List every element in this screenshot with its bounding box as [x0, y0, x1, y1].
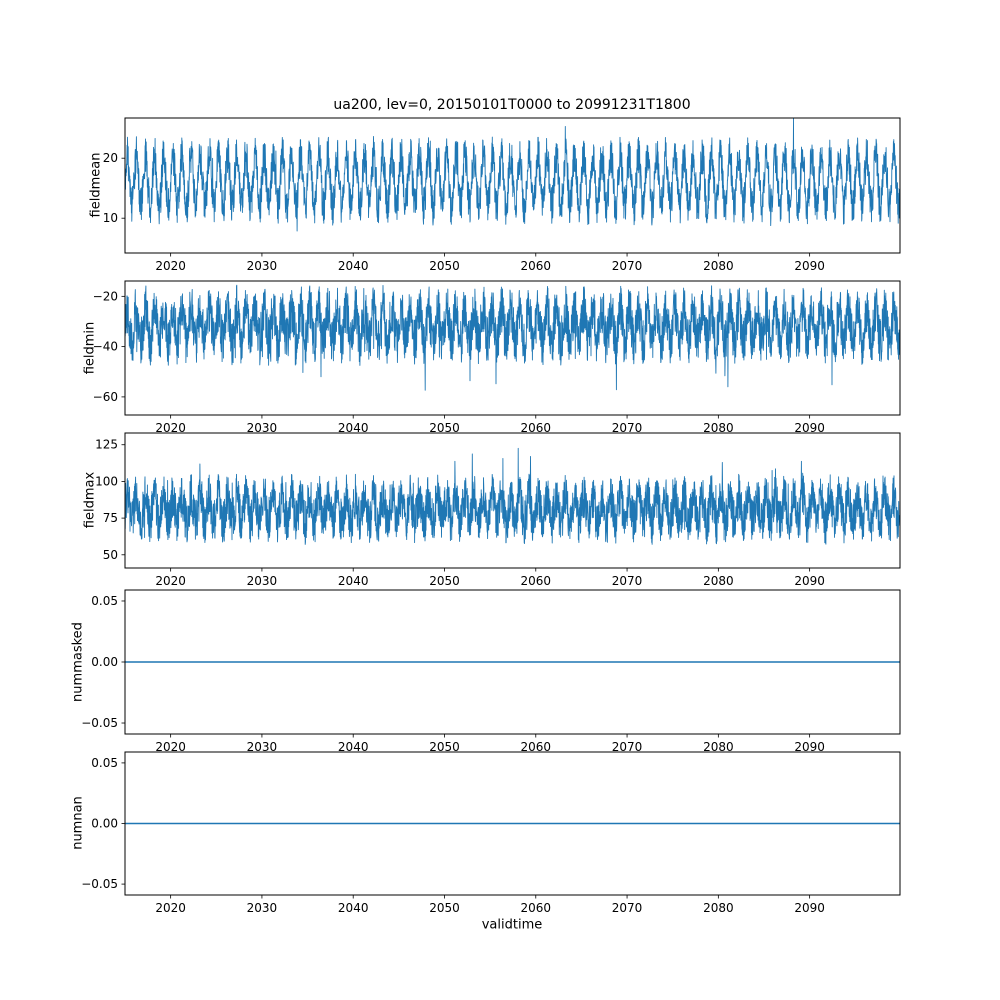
x-tick-label: 2070 [612, 421, 643, 435]
x-tick-label: 2090 [794, 259, 825, 273]
y-tick-label: 0.00 [91, 817, 118, 831]
ylabel-fieldmean: fieldmean [88, 152, 104, 218]
x-tick-label: 2060 [521, 259, 552, 273]
x-tick-label: 2050 [429, 740, 460, 754]
x-tick-label: 2040 [338, 901, 369, 915]
x-tick-label: 2080 [703, 259, 734, 273]
x-tick-label: 2060 [521, 574, 552, 588]
x-tick-label: 2070 [612, 259, 643, 273]
xlabel-validtime: validtime [481, 917, 543, 933]
y-tick-label: 75 [103, 511, 118, 525]
x-tick-label: 2090 [794, 740, 825, 754]
x-tick-label: 2080 [703, 421, 734, 435]
ylabel-nummasked: nummasked [70, 622, 86, 702]
x-tick-label: 2090 [794, 901, 825, 915]
x-tick-label: 2090 [794, 421, 825, 435]
y-tick-label: −40 [93, 340, 118, 354]
x-tick-label: 2090 [794, 574, 825, 588]
x-tick-label: 2040 [338, 574, 369, 588]
x-tick-label: 2040 [338, 740, 369, 754]
x-tick-label: 2050 [429, 574, 460, 588]
y-tick-label: −20 [93, 289, 118, 303]
x-tick-label: 2030 [247, 901, 278, 915]
y-tick-label: 20 [103, 151, 118, 165]
x-tick-label: 2030 [247, 574, 278, 588]
ylabel-numnan: numnan [70, 796, 86, 850]
y-tick-label: 125 [95, 438, 118, 452]
subplot-nummasked: 2020 2030 2040 2050 2060 2070 2080 2090 −0.05 0.0… [81, 589, 901, 754]
x-tick-label: 2070 [612, 901, 643, 915]
series-fieldmean [125, 118, 900, 232]
ylabel-fieldmax: fieldmax [82, 471, 98, 529]
subplot-fieldmean: 2020 2030 2040 2050 2060 2070 2080 2090 10 20 [103, 117, 901, 273]
x-tick-label: 2020 [155, 740, 186, 754]
y-tick-label: −0.05 [81, 877, 118, 891]
x-tick-label: 2080 [703, 740, 734, 754]
x-tick-label: 2030 [247, 740, 278, 754]
ylabel-fieldmin: fieldmin [82, 321, 98, 375]
x-tick-label: 2070 [612, 574, 643, 588]
y-tick-label: −0.05 [81, 716, 118, 730]
x-tick-label: 2020 [155, 574, 186, 588]
x-tick-label: 2030 [247, 259, 278, 273]
x-tick-label: 2020 [155, 259, 186, 273]
x-tick-label: 2080 [703, 901, 734, 915]
x-tick-label: 2050 [429, 421, 460, 435]
axes-frame [124, 432, 901, 569]
x-tick-label: 2080 [703, 574, 734, 588]
subplot-numnan: 2020 2030 2040 2050 2060 2070 2080 2090 −0.05 0.0… [81, 751, 901, 915]
y-tick-label: −60 [93, 390, 118, 404]
x-tick-label: 2020 [155, 421, 186, 435]
axes-frame [124, 117, 901, 254]
y-tick-label: 0.00 [91, 655, 118, 669]
y-tick-label: 0.05 [91, 594, 118, 608]
y-tick-label: 100 [95, 474, 118, 488]
series-fieldmin [125, 284, 900, 391]
x-tick-label: 2050 [429, 901, 460, 915]
x-tick-label: 2040 [338, 421, 369, 435]
x-tick-label: 2050 [429, 259, 460, 273]
y-tick-label: 0.05 [91, 756, 118, 770]
chart-title: ua200, lev=0, 20150101T0000 to 20991231T… [333, 97, 691, 113]
subplot-fieldmin: 2020 2030 2040 2050 2060 2070 2080 2090 −60 −40 −2… [93, 280, 901, 435]
x-tick-label: 2060 [521, 901, 552, 915]
y-tick-label: 50 [103, 548, 118, 562]
x-tick-label: 2060 [521, 421, 552, 435]
series-fieldmax [125, 447, 900, 545]
x-tick-label: 2020 [155, 901, 186, 915]
x-tick-label: 2040 [338, 259, 369, 273]
y-tick-label: 10 [103, 211, 118, 225]
axes-frame [124, 280, 901, 416]
x-tick-label: 2030 [247, 421, 278, 435]
x-tick-label: 2070 [612, 740, 643, 754]
x-tick-label: 2060 [521, 740, 552, 754]
subplot-fieldmax: 2020 2030 2040 2050 2060 2070 2080 2090 50 75 100 1… [95, 432, 901, 588]
